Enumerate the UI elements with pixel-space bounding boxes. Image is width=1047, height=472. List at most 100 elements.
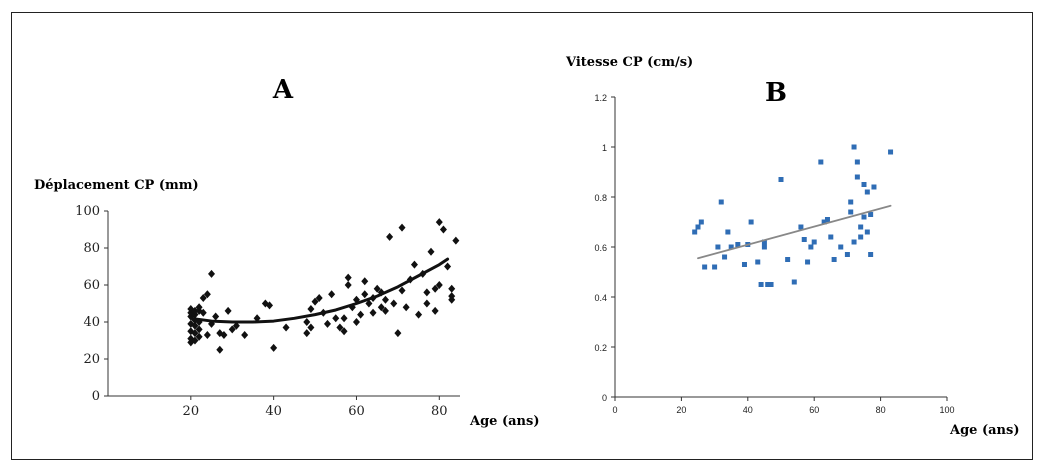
panel-a-data-point [415,310,423,319]
panel-a-data-point [381,306,389,315]
panel-a-data-point [307,323,315,332]
panel-a-data-point [303,318,311,326]
panel-b-data-point [824,217,830,222]
panel-a-data-point [452,236,460,245]
panel-a-data-point [195,303,203,312]
panel-a-data-point [439,225,447,234]
panel-b-y-tick-label: 0.6 [594,243,607,253]
panel-b-y-tick-label: 1.2 [594,93,607,103]
panel-b-data-point [888,149,894,155]
panel-b-data-point [808,244,814,250]
panel-a-y-tick-label: 40 [83,315,100,330]
panel-b-data-point [858,224,864,230]
panel-a-data-point [373,284,381,293]
panel-b-data-point [858,234,864,240]
panel-b-data-point [785,257,791,262]
panel-b-data-point [741,262,747,267]
panel-b-data-point [848,199,854,205]
panel-a-data-point [203,330,211,339]
panel-a-data-point [394,329,402,338]
panel-a-data-point [216,345,224,354]
panel-b-x-tick-label: 20 [676,405,686,415]
panel-a-data-point [398,223,406,232]
panel-b-x-axis-title: Age (ans) [949,423,1019,438]
panel-b-data-point [718,199,724,205]
panel-a-data-point [402,303,410,312]
panel-a-y-axis-title: Déplacement CP (mm) [34,178,199,193]
panel-b-x-tick-label: 100 [939,405,954,415]
panel-b-data-point [798,224,804,230]
panel-a-x-tick-label: 40 [265,404,282,419]
panel-a-data-point [352,318,360,326]
panel-a-x-tick-label: 60 [348,404,365,419]
panel-a-data-point [340,327,348,336]
panel-b-data-point [811,239,817,245]
panel-b-x-tick-label: 40 [743,405,753,415]
panel-a-y-tick-label: 100 [75,204,100,219]
panel-b-x-tick-label: 0 [612,405,617,415]
panel-a-data-point [220,330,228,339]
panel-b-trend-line [697,204,892,260]
panel-b-data-point [695,224,701,230]
panel-a-data-point [199,308,207,317]
panel-b-data-point [728,244,734,250]
panel-a-data-point [303,329,311,338]
panel-a-data-point [307,305,315,314]
panel-a-data-point [228,325,236,334]
panel-a-data-point [423,288,431,297]
panel-b-data-point [868,252,874,257]
panel-a-plot: 0 20 40 60 80 100 20 40 60 80 [75,204,460,419]
panel-a-data-point [203,290,211,299]
panel-a-data-point [398,286,406,295]
panel-a-y-tick-label: 60 [83,278,100,293]
panel-a-data-point [224,306,232,315]
panel-a-data-point [410,260,418,269]
panel-a-data-point [431,284,439,293]
panel-b-data-point [854,159,860,165]
panel-a-data-point [328,290,336,299]
panel-a-data-point [344,273,352,282]
panel-b-y-tick-label: 0.8 [594,193,607,203]
panel-b-data-point [692,229,698,235]
panel-a-data-point [195,325,203,334]
panel-a-data-point [315,293,323,302]
panel-a-data-point [390,299,398,308]
panel-a-y-tick-label: 80 [83,241,100,256]
panel-a-data-point [365,299,373,308]
panel-b-y-tick-label: 0 [602,393,607,403]
panel-b-y-axis-title: Vitesse CP (cm/s) [565,55,693,70]
panel-label-a: A [272,75,294,105]
panel-b-x-tick-label: 80 [876,405,886,415]
panel-a-data-point [357,310,365,319]
panel-b-data-point [702,264,708,270]
panel-a-data-point [423,299,431,308]
panel-a-data-point [332,314,340,323]
panel-b-data-point [712,264,718,270]
panel-a-y-tick-label: 0 [92,389,100,404]
panel-b-data-point [861,214,867,220]
panel-a-data-point [344,281,352,289]
panel-a-data-point [369,308,377,317]
panel-b-data-point [861,182,867,187]
panel-b-data-point [748,219,754,225]
panel-a-data-point [431,306,439,315]
panel-a-data-point [199,293,207,302]
panel-b-data-point [828,234,834,240]
panel-a-x-tick-label: 80 [431,404,448,419]
panel-b-data-point [851,239,857,245]
panel-b-data-point [864,229,870,235]
panel-a-data-point [336,323,344,332]
panel-a-data-point [323,319,331,328]
panel-b-y-tick-label: 1 [602,143,607,153]
panel-b-data-point [778,177,784,182]
panel-a-y-tick-label: 20 [83,352,100,367]
panel-b-data-point [818,159,824,165]
panel-b-data-point [868,212,874,217]
panel-b-data-point [715,244,721,250]
panel-b-data-point [722,254,728,260]
panel-b-data-point [768,282,774,287]
panel-a-data-point [270,343,278,352]
panel-b-data-point [791,279,797,285]
panel-a-data-point [361,290,369,299]
panel-a-data-point [282,323,290,332]
